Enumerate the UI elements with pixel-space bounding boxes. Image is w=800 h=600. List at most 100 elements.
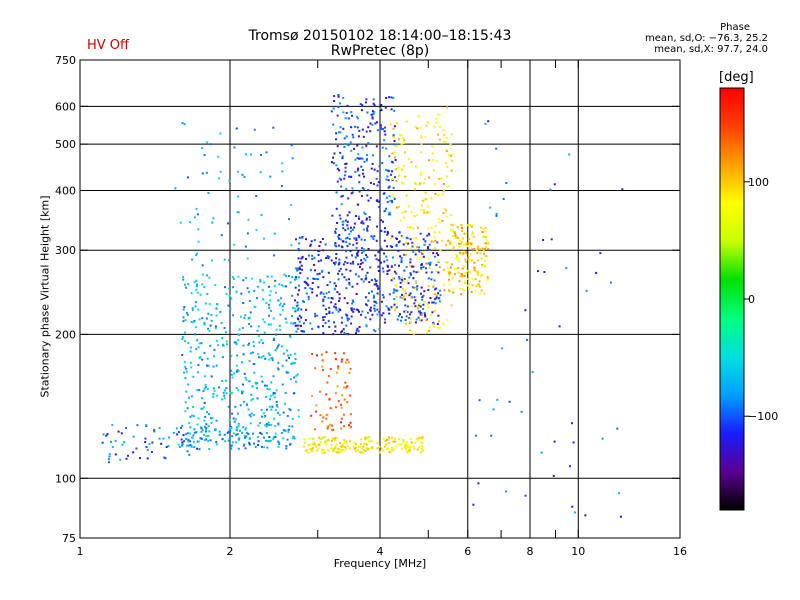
echo-point [286, 349, 289, 352]
echo-point [349, 421, 352, 424]
echo-point [376, 121, 378, 124]
echo-point [337, 400, 340, 403]
echo-point [393, 125, 396, 128]
echo-point [203, 434, 206, 436]
echo-point [414, 182, 417, 185]
echo-point [298, 284, 301, 287]
echo-point [309, 268, 312, 271]
echo-point [486, 241, 489, 244]
echo-point [409, 226, 412, 229]
echo-point [495, 213, 498, 215]
echo-point [229, 307, 232, 310]
echo-point [402, 295, 405, 298]
echo-point [298, 289, 300, 292]
echo-point [195, 279, 198, 282]
echo-point [300, 324, 302, 327]
echo-point [205, 435, 208, 438]
echo-point [305, 281, 308, 284]
echo-point [125, 427, 128, 429]
echo-point [273, 396, 276, 399]
echo-point [429, 261, 432, 264]
echo-point [383, 210, 386, 213]
echo-point [349, 141, 352, 144]
echo-point [234, 341, 237, 344]
echo-point [485, 255, 488, 258]
echo-point [242, 390, 245, 393]
echo-point [425, 198, 428, 201]
echo-point [549, 188, 552, 191]
echo-point [321, 238, 324, 240]
echo-point [354, 170, 357, 173]
echo-point [221, 356, 224, 359]
echo-point [471, 277, 474, 280]
echo-point [335, 308, 338, 311]
echo-point [382, 296, 385, 299]
echo-point [417, 304, 420, 307]
echo-point [429, 297, 432, 299]
echo-point [322, 316, 324, 319]
echo-point [406, 226, 409, 229]
echo-point [204, 386, 207, 389]
echo-point [222, 391, 225, 394]
echo-point [388, 436, 391, 439]
echo-point [394, 176, 396, 179]
echo-point [176, 433, 179, 436]
echo-point [345, 256, 348, 259]
echo-point [414, 287, 417, 290]
echo-point [363, 239, 366, 241]
echo-point [253, 128, 256, 131]
echo-point [248, 360, 251, 363]
echo-point [363, 257, 366, 260]
echo-point [365, 98, 368, 101]
echo-point [368, 447, 371, 450]
echo-point [117, 430, 120, 433]
echo-point [434, 247, 436, 250]
echo-point [470, 243, 472, 246]
echo-point [378, 206, 381, 209]
y-tick-label: 400 [55, 184, 76, 197]
echo-point [208, 276, 211, 279]
echo-point [477, 270, 480, 273]
hv-status-label: HV Off [87, 38, 129, 53]
echo-point [355, 237, 358, 240]
echo-point [584, 514, 587, 517]
echo-point [186, 176, 189, 179]
echo-point [390, 96, 393, 99]
echo-point [293, 362, 296, 365]
echo-point [374, 254, 377, 257]
echo-point [266, 384, 268, 387]
echo-point [282, 437, 285, 440]
echo-point [351, 299, 354, 302]
echo-point [346, 224, 349, 227]
echo-point [416, 127, 419, 130]
echo-point [437, 113, 440, 116]
echo-point [192, 406, 194, 408]
echo-point [372, 238, 375, 241]
echo-point [329, 368, 332, 370]
echo-point [338, 258, 341, 261]
echo-point [307, 284, 310, 287]
echo-point [416, 257, 419, 260]
echo-point [361, 247, 363, 249]
echo-point [412, 277, 415, 280]
echo-point [417, 316, 420, 319]
echo-point [483, 264, 486, 267]
echo-point [360, 238, 363, 241]
echo-point [437, 194, 440, 197]
echo-point [289, 443, 292, 446]
echo-point [191, 258, 194, 261]
echo-point [267, 421, 270, 424]
echo-point [337, 447, 340, 450]
echo-point [305, 449, 308, 452]
echo-point [221, 438, 224, 441]
echo-point [237, 170, 239, 173]
echo-point [356, 252, 359, 255]
echo-point [205, 438, 208, 441]
echo-point [344, 381, 347, 384]
echo-point [335, 191, 338, 194]
echo-point [350, 111, 353, 114]
echo-point [231, 435, 234, 438]
echo-point [363, 443, 366, 446]
echo-point [366, 436, 369, 439]
echo-point [290, 362, 293, 365]
